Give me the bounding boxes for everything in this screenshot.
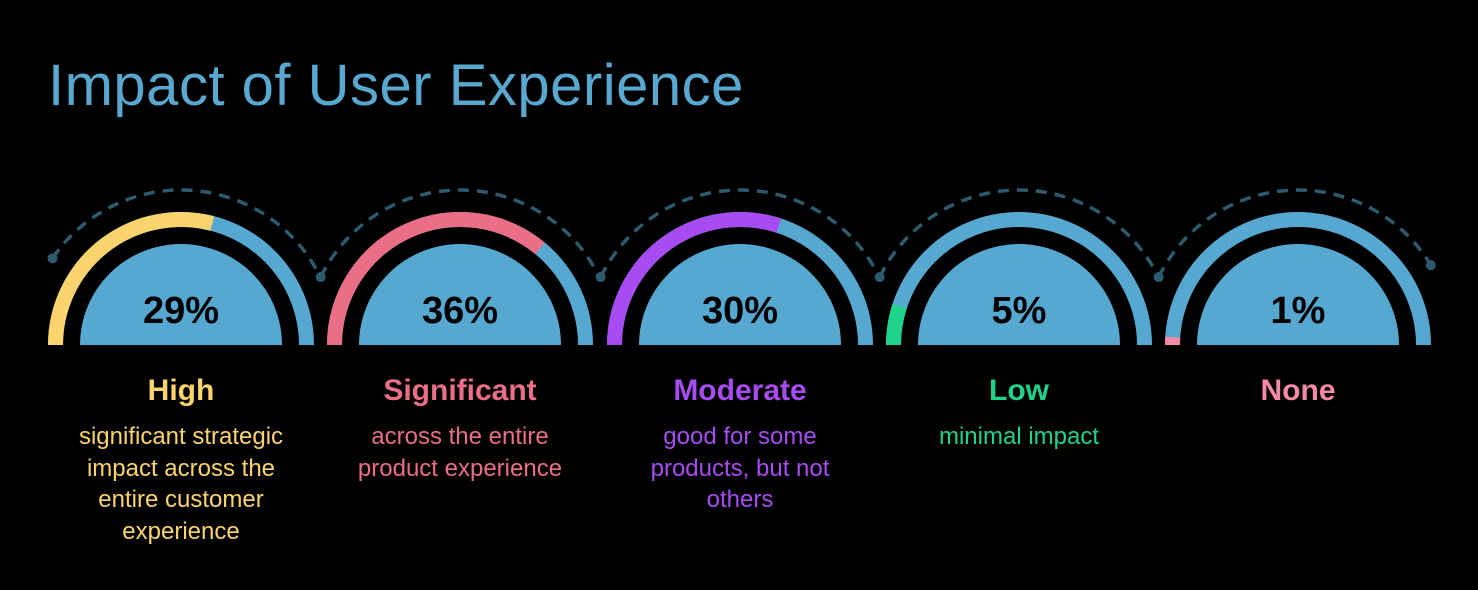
gauge-value-arc <box>886 303 907 346</box>
description-line: product experience <box>357 454 563 482</box>
category-label: None <box>1260 374 1336 407</box>
gauge-inner-disk <box>359 244 561 345</box>
percent-label: 36% <box>421 290 499 332</box>
gauge-track <box>1165 212 1431 346</box>
percent-label: 5% <box>991 290 1047 332</box>
chart-title: Impact of User Experience <box>48 53 744 118</box>
description-line: impact across the <box>86 454 276 482</box>
dashed-arc <box>599 188 881 278</box>
percent-label: 1% <box>1270 290 1326 332</box>
gauge-value-arc <box>48 212 215 346</box>
dashed-arc <box>1157 188 1433 278</box>
category-label: Moderate <box>673 374 807 407</box>
connector-dot <box>47 253 58 264</box>
gauge-inner-disk <box>80 244 282 345</box>
dashed-arc <box>319 188 601 278</box>
dashed-arc <box>51 188 322 278</box>
description-line: others <box>706 486 774 513</box>
description-line: across the entire <box>371 423 549 450</box>
percent-label: 30% <box>701 290 779 332</box>
description-line: good for some <box>663 423 817 450</box>
category-description: good for some products, but not others <box>605 421 875 516</box>
category-description: across the entire product experience <box>325 421 595 484</box>
connector-dot <box>874 272 885 283</box>
connector-dot <box>1425 260 1436 271</box>
description-line: significant strategic <box>78 423 284 450</box>
gauge-inner-disk <box>639 244 841 345</box>
gauge-inner-disk <box>918 244 1120 345</box>
category-description: significant strategic impact across the en… <box>46 421 316 547</box>
gauge-value-arc <box>327 212 545 346</box>
description-line: products, but not <box>650 454 830 482</box>
description-line: experience <box>122 517 240 545</box>
description-line: minimal impact <box>938 423 1100 450</box>
percent-label: 29% <box>142 290 220 332</box>
dashed-arc <box>878 188 1160 278</box>
gauge-value-arc <box>607 212 782 346</box>
category-label: High <box>147 374 215 407</box>
connector-dot <box>595 272 606 283</box>
category-description: minimal impact <box>884 421 1154 453</box>
connector-dot <box>315 272 326 283</box>
connector-dot <box>1153 272 1164 283</box>
gauge-inner-disk <box>1197 244 1399 345</box>
category-label: Significant <box>383 374 537 407</box>
gauge-track <box>886 212 1152 346</box>
description-line: entire customer <box>98 486 264 513</box>
category-label: Low <box>989 374 1049 407</box>
